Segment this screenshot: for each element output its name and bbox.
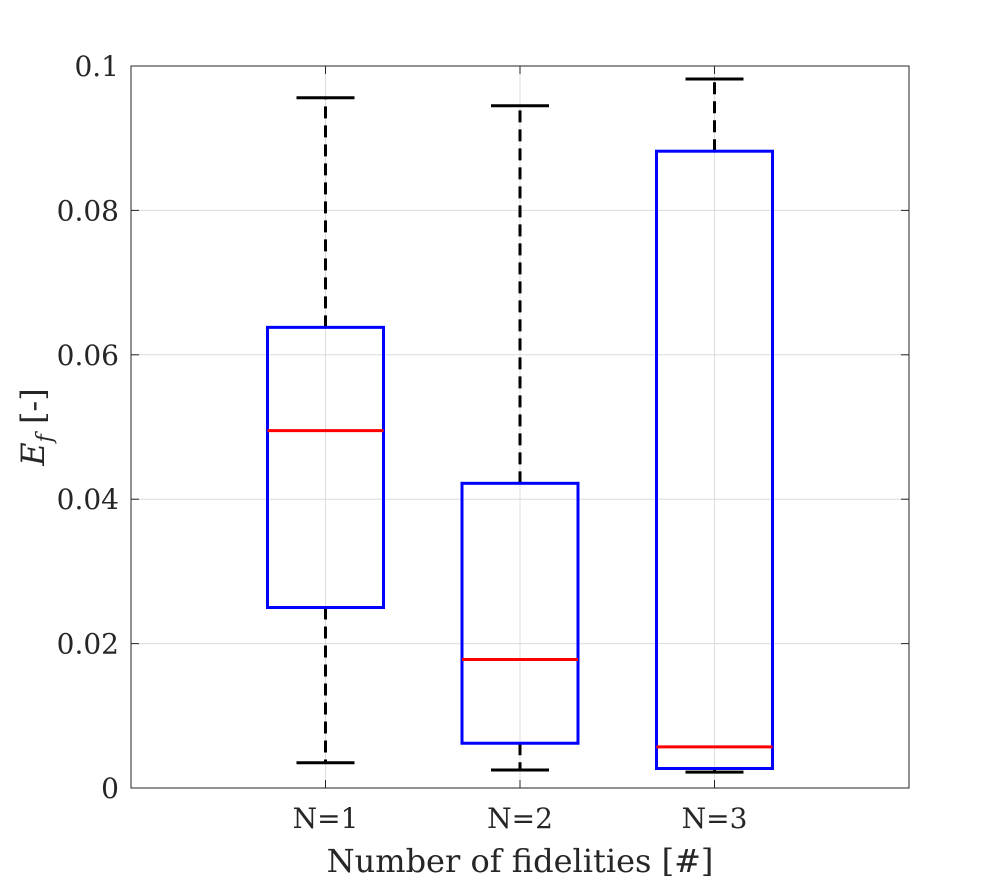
box-N=2 bbox=[460, 104, 580, 772]
iqr-box bbox=[460, 481, 580, 745]
y-tick-label: 0.04 bbox=[57, 483, 119, 516]
y-axis-title-unit: [-] bbox=[14, 388, 52, 434]
svg-text:Ef [-]: Ef [-] bbox=[14, 388, 58, 466]
tick-labels: 0 0.02 0.04 0.06 0.08 0.1 N=1 N=2 N=3 bbox=[57, 50, 748, 835]
x-tick-label: N=3 bbox=[682, 802, 748, 835]
y-axis-title-symbol: E bbox=[14, 442, 52, 466]
y-tick-label: 0.1 bbox=[74, 50, 119, 83]
y-tick-label: 0.06 bbox=[57, 339, 119, 372]
x-tick-label: N=1 bbox=[293, 802, 359, 835]
y-tick-label: 0.02 bbox=[57, 628, 119, 661]
y-tick-label: 0 bbox=[101, 772, 119, 805]
iqr-box bbox=[266, 325, 385, 609]
x-axis-title: Number of fidelities [#] bbox=[327, 842, 714, 880]
x-tick-label: N=2 bbox=[487, 802, 553, 835]
box-N=1 bbox=[266, 96, 385, 765]
iqr-box bbox=[655, 149, 774, 771]
y-tick-label: 0.08 bbox=[57, 194, 119, 227]
box-series bbox=[266, 77, 774, 774]
y-axis-title: Ef [-] bbox=[14, 388, 58, 466]
axes bbox=[130, 65, 910, 789]
box-N=3 bbox=[655, 77, 774, 774]
axes-frame bbox=[130, 65, 910, 789]
